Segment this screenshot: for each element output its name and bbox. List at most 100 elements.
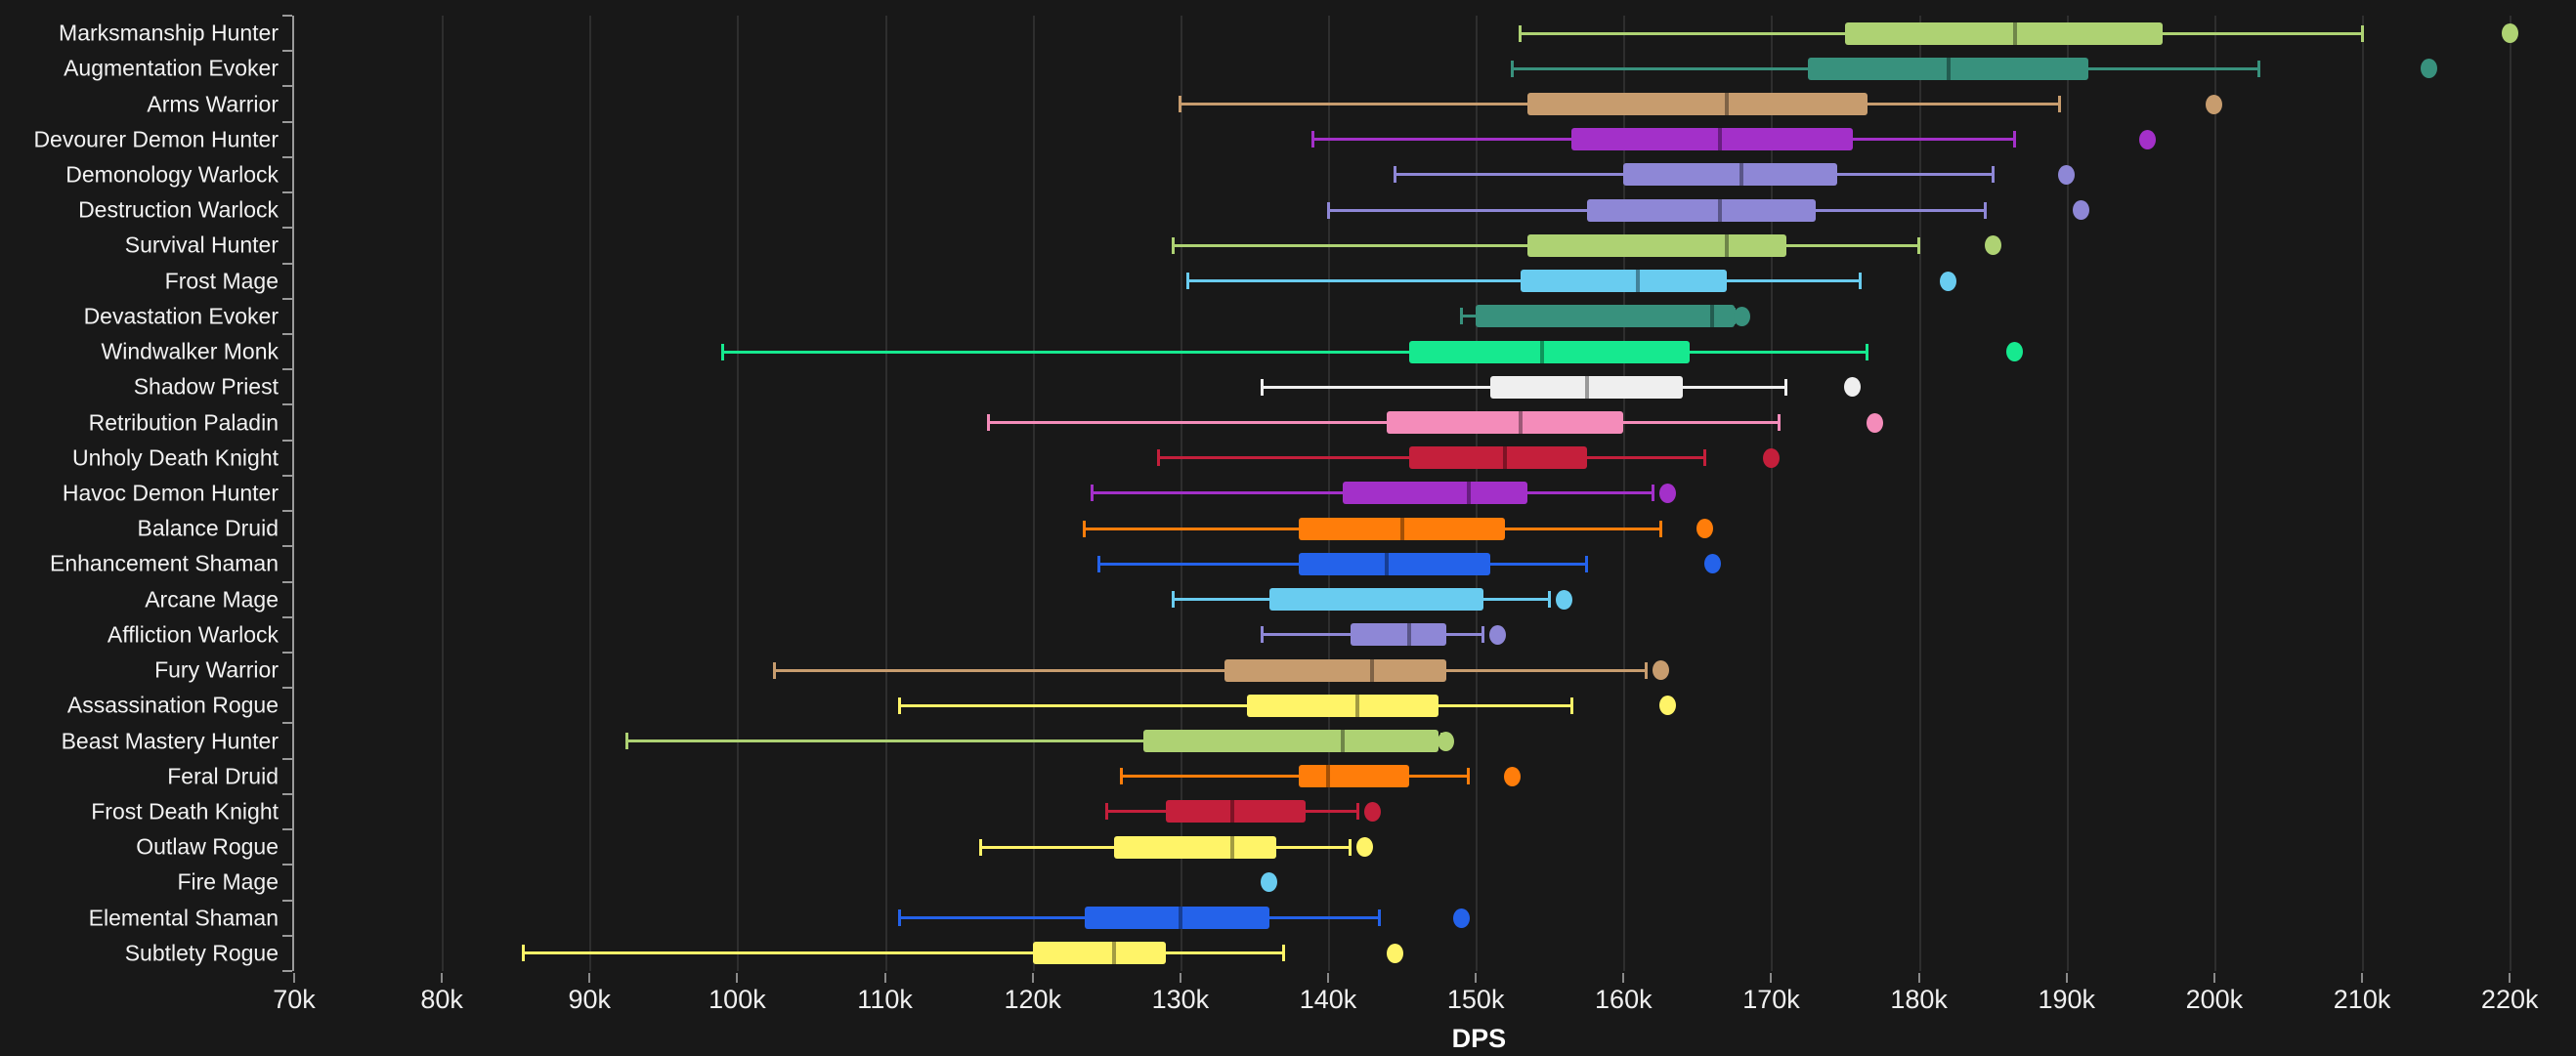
median-line (1229, 800, 1234, 824)
outlier-dot[interactable] (1386, 943, 1403, 963)
outlier-dot[interactable] (1696, 519, 1713, 539)
box[interactable] (1165, 800, 1307, 824)
gridline (737, 16, 740, 971)
boxplot-row[interactable]: Demonology Warlock (65, 157, 2547, 192)
spine-tick (282, 155, 292, 158)
outlier-dot[interactable] (1556, 589, 1573, 610)
outlier-dot[interactable] (1452, 908, 1470, 928)
boxplot-row[interactable]: Windwalker Monk (102, 334, 2547, 369)
boxplot-row[interactable]: Marksmanship Hunter (59, 16, 2547, 51)
outlier-dot[interactable] (2073, 200, 2090, 221)
box[interactable] (1409, 340, 1691, 363)
boxplot-row[interactable]: Retribution Paladin (89, 404, 2547, 440)
outlier-dot[interactable] (1652, 660, 1669, 681)
boxplot-row[interactable]: Shadow Priest (134, 369, 2547, 404)
boxplot-row[interactable]: Arcane Mage (145, 582, 2547, 617)
x-tick-label: 200k (2185, 985, 2244, 1014)
box[interactable] (1586, 198, 1816, 222)
box[interactable] (1476, 305, 1735, 328)
outlier-dot[interactable] (1363, 801, 1381, 822)
outlier-dot[interactable] (2501, 23, 2518, 44)
boxplot-row[interactable]: Arms Warrior (147, 86, 2547, 121)
box[interactable] (1571, 128, 1853, 151)
boxplot-row[interactable]: Augmentation Evoker (64, 51, 2547, 86)
outlier-dot[interactable] (1356, 837, 1374, 858)
box[interactable] (1527, 93, 1868, 116)
box[interactable] (1623, 163, 1838, 187)
outlier-dot[interactable] (2420, 59, 2437, 79)
spine-tick (282, 191, 292, 194)
spine-tick (282, 227, 292, 230)
outlier-dot[interactable] (1659, 696, 1677, 716)
boxplot-row[interactable]: Feral Druid (167, 759, 2547, 794)
boxplot-row[interactable]: Frost Death Knight (91, 794, 2547, 829)
outlier-dot[interactable] (2006, 342, 2024, 362)
median-line (1341, 730, 1346, 753)
x-axis-tick (441, 973, 444, 983)
outlier-dot[interactable] (2139, 129, 2157, 149)
outlier-dot[interactable] (1844, 377, 1862, 398)
boxplot-row[interactable]: Affliction Warlock (107, 617, 2547, 653)
whisker-cap-min (1260, 378, 1264, 396)
box[interactable] (1808, 57, 2089, 80)
outlier-dot[interactable] (1703, 554, 1721, 574)
outlier-dot[interactable] (1984, 235, 2001, 256)
whisker-cap-max (1467, 768, 1471, 785)
boxplot-row[interactable]: Assassination Rogue (67, 688, 2547, 723)
spine-tick (282, 652, 292, 654)
boxplot-row[interactable]: Devourer Demon Hunter (33, 122, 2547, 157)
box[interactable] (1143, 730, 1439, 753)
boxplot-row[interactable]: Survival Hunter (125, 228, 2547, 263)
outlier-dot[interactable] (1438, 731, 1455, 751)
whisker-cap-min (1090, 485, 1094, 502)
box[interactable] (1520, 270, 1728, 293)
whisker-cap-min (1326, 201, 1330, 219)
boxplot-row[interactable]: Havoc Demon Hunter (63, 476, 2547, 511)
box[interactable] (1268, 588, 1483, 612)
row-label: Devastation Evoker (83, 303, 279, 329)
box[interactable] (1298, 552, 1491, 575)
outlier-dot[interactable] (1940, 271, 1957, 291)
box[interactable] (1490, 375, 1683, 399)
outlier-dot[interactable] (2058, 164, 2076, 185)
boxplot-row[interactable]: Fury Warrior (154, 653, 2547, 688)
box[interactable] (1224, 658, 1446, 682)
box[interactable] (1298, 765, 1410, 788)
boxplot-row[interactable]: Destruction Warlock (78, 192, 2547, 228)
box[interactable] (1387, 411, 1624, 435)
outlier-dot[interactable] (2206, 94, 2223, 114)
box[interactable] (1032, 942, 1166, 965)
row-label: Fire Mage (177, 868, 279, 895)
boxplot-row[interactable]: Devastation Evoker (84, 299, 2547, 334)
box[interactable] (1845, 21, 2163, 45)
boxplot-row[interactable]: Subtlety Rogue (125, 936, 2547, 971)
spine-tick (282, 899, 292, 902)
boxplot-row[interactable]: Unholy Death Knight (72, 441, 2547, 476)
boxplot-row[interactable]: Outlaw Rogue (136, 829, 2547, 865)
box[interactable] (1343, 482, 1528, 505)
median-line (1503, 446, 1508, 470)
box[interactable] (1298, 517, 1506, 540)
outlier-dot[interactable] (1261, 872, 1278, 893)
box[interactable] (1527, 233, 1786, 257)
spine-tick (282, 262, 292, 265)
boxplot-row[interactable]: Beast Mastery Hunter (62, 723, 2547, 758)
box[interactable] (1084, 907, 1269, 930)
boxplot-row[interactable]: Frost Mage (165, 264, 2547, 299)
outlier-dot[interactable] (1762, 447, 1780, 468)
box[interactable] (1113, 835, 1277, 859)
outlier-dot[interactable] (1659, 483, 1677, 503)
box[interactable] (1246, 694, 1439, 717)
boxplot-row[interactable]: Fire Mage (177, 865, 2547, 900)
x-axis-tick (588, 973, 591, 983)
outlier-dot[interactable] (1733, 306, 1750, 326)
boxplot-row[interactable]: Enhancement Shaman (50, 546, 2547, 581)
box[interactable] (1409, 446, 1587, 470)
boxplot-row[interactable]: Balance Druid (138, 511, 2547, 546)
outlier-dot[interactable] (1489, 624, 1507, 645)
box[interactable] (1350, 623, 1446, 647)
boxplot-row[interactable]: Elemental Shaman (89, 901, 2547, 936)
median-line (2012, 21, 2017, 45)
outlier-dot[interactable] (1504, 766, 1522, 786)
outlier-dot[interactable] (1866, 412, 1883, 433)
